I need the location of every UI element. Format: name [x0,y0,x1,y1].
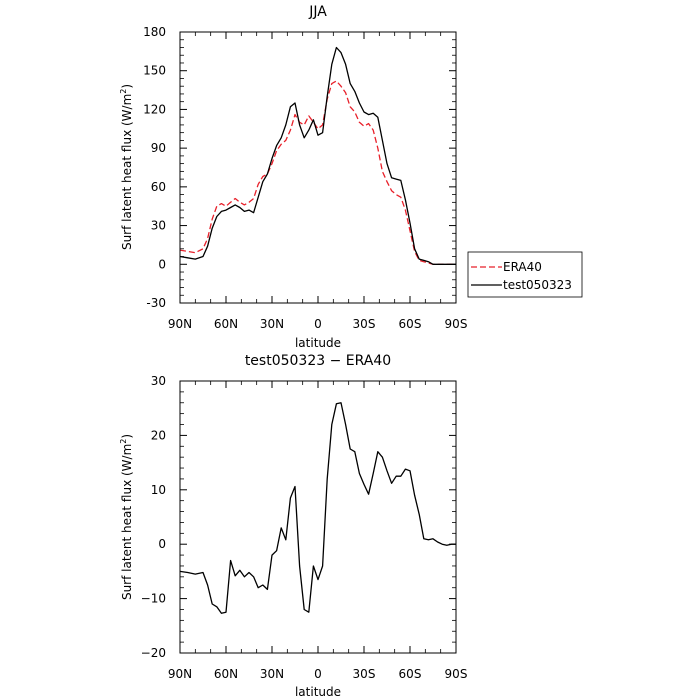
bottom-y-axis-label-sup: 2 [119,439,128,444]
bottom-chart-title: test050323 − ERA40 [245,353,391,369]
top-x-tick-label: 90S [445,317,468,331]
top-y-tick-label: 120 [143,102,166,116]
bottom-x-tick-label: 30N [260,667,284,681]
top-panel: JJA 90N 60N 30N 0 30S 60S 90S -30 0 30 60 90 120 150 1… [119,4,583,350]
bottom-x-tick-label: 60S [399,667,422,681]
top-x-tick-label: 30S [353,317,376,331]
top-y-axis-label-main: Surf latent heat flux (W/m [120,94,134,250]
top-y-tick-label: 150 [143,64,166,78]
bottom-y-tick-label: 0 [158,537,166,551]
top-y-tick-label: 30 [151,219,166,233]
top-plot-frame [179,31,457,304]
bottom-y-axis-label-close: ) [120,434,134,439]
top-x-tick-label: 60N [214,317,238,331]
bottom-y-axis-label-main: Surf latent heat flux (W/m [120,444,134,600]
top-y-tick-label: 180 [143,25,166,39]
bottom-y-tick-label: −10 [141,592,166,606]
top-y-axis-label-sup: 2 [119,89,128,94]
bottom-panel: test050323 − ERA40 90N 60N 30N 0 30S 60S 90S −2… [119,353,467,699]
top-y-tick-label: 90 [151,141,166,155]
bottom-y-tick-label: 10 [151,483,166,497]
bottom-plot-frame [179,380,457,654]
top-x-axis-label: latitude [295,336,341,350]
bottom-series-line-difference [179,402,456,614]
legend: ERA40 test050323 [467,251,583,298]
legend-label-era40: ERA40 [503,260,542,274]
bottom-y-tick-label: −20 [141,646,166,660]
legend-box [467,251,583,298]
top-y-tick-label: -30 [146,296,166,310]
top-x-tick-label: 90N [168,317,192,331]
top-series-line-test050323 [179,46,456,265]
top-x-tick-label: 30N [260,317,284,331]
bottom-x-tick-label: 0 [314,667,322,681]
top-chart-title: JJA [308,4,327,20]
bottom-x-tick-label: 90S [445,667,468,681]
bottom-x-tick-label: 90N [168,667,192,681]
top-series-line-era40 [179,80,456,265]
bottom-x-tick-label: 30S [353,667,376,681]
top-y-tick-label: 60 [151,180,166,194]
bottom-y-axis-label: Surf latent heat flux (W/m2) [119,434,134,600]
bottom-x-tick-label: 60N [214,667,238,681]
bottom-x-axis-label: latitude [295,685,341,699]
bottom-y-tick-label: 20 [151,428,166,442]
legend-label-test050323: test050323 [503,278,572,292]
top-y-axis-label-close: ) [120,84,134,89]
top-y-axis-label: Surf latent heat flux (W/m2) [119,84,134,250]
top-y-tick-label: 0 [158,257,166,271]
top-x-tick-label: 0 [314,317,322,331]
top-x-tick-label: 60S [399,317,422,331]
bottom-y-tick-label: 30 [151,374,166,388]
